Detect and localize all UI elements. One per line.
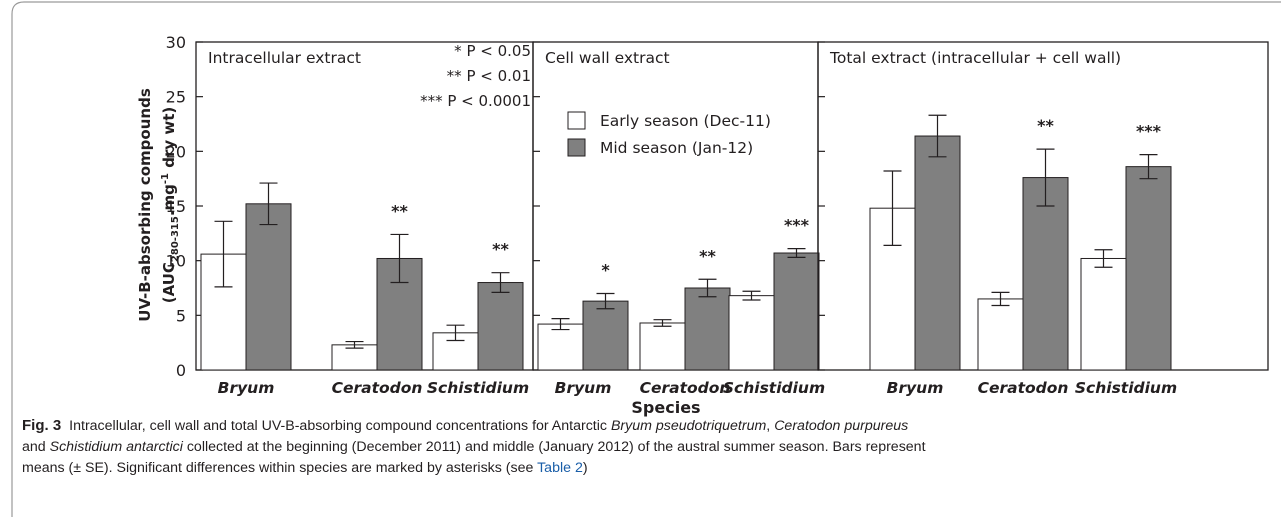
significance-mark: ** xyxy=(1037,116,1054,135)
caption-label: Fig. 3 xyxy=(22,417,62,434)
significance-mark: ** xyxy=(699,246,716,265)
bar xyxy=(477,282,524,371)
error-bar xyxy=(214,220,233,288)
error-bar xyxy=(742,290,761,301)
caption-text: collected at the beginning (December 201… xyxy=(182,439,926,455)
caption-text: , xyxy=(766,418,775,434)
y-tick-label: 30 xyxy=(166,33,186,52)
error-bar xyxy=(1139,154,1158,180)
error-bar xyxy=(928,114,947,158)
x-tick-label: Schistidium xyxy=(1075,379,1177,397)
caption-link[interactable]: Table 2 xyxy=(537,460,583,476)
y-tick-label: 10 xyxy=(166,252,186,271)
caption-species: Bryum pseudotriquetrum xyxy=(610,418,767,434)
caption: Fig. 3 Intracellular, cell wall and total… xyxy=(22,415,1272,479)
error-bar xyxy=(883,170,902,246)
x-tick-label: Bryum xyxy=(218,379,275,397)
panel-title: Intracellular extract xyxy=(208,49,361,67)
error-bar xyxy=(1036,148,1055,207)
y-tick-label: 25 xyxy=(166,88,186,107)
significance-mark: ** xyxy=(492,240,509,259)
error-bar xyxy=(698,278,717,298)
error-bar xyxy=(787,248,806,258)
x-tick-label: Ceratodon xyxy=(640,379,731,397)
y-axis-label: (AUC280-315.mg-1 dry wt) xyxy=(160,107,181,304)
bar xyxy=(537,323,584,371)
bar xyxy=(914,135,961,371)
significance-legend: *** P < 0.0001 xyxy=(420,92,531,110)
error-bar xyxy=(991,291,1010,307)
bar xyxy=(684,287,731,371)
caption-species: Schistidium antarctici xyxy=(49,439,183,455)
bar xyxy=(773,252,820,371)
error-bar xyxy=(551,318,570,331)
error-bar xyxy=(596,292,615,310)
caption-text: means (± SE). Significant differences wi… xyxy=(22,460,538,476)
caption-species: Ceratodon purpureus xyxy=(774,418,909,434)
x-tick-label: Schistidium xyxy=(427,379,529,397)
legend-swatch xyxy=(567,111,586,130)
significance-legend: * P < 0.05 xyxy=(454,42,531,60)
significance-legend: ** P < 0.01 xyxy=(447,67,531,85)
y-tick-label: 5 xyxy=(176,306,186,325)
legend-label: Mid season (Jan-12) xyxy=(600,139,753,157)
significance-mark: * xyxy=(601,260,610,279)
x-axis-label: Species xyxy=(631,398,700,417)
bar xyxy=(728,295,775,371)
significance-mark: ** xyxy=(391,201,408,220)
x-tick-label: Schistidium xyxy=(723,379,825,397)
figure-frame xyxy=(11,1,1281,517)
panel-title: Cell wall extract xyxy=(545,49,670,67)
y-label-sup: -1 xyxy=(160,173,171,184)
significance-mark: *** xyxy=(1136,122,1162,141)
x-tick-label: Bryum xyxy=(555,379,612,397)
error-bar xyxy=(491,272,510,293)
x-tick-label: Bryum xyxy=(887,379,944,397)
panel-title: Total extract (intracellular + cell wall… xyxy=(829,49,1121,67)
legend-swatch xyxy=(567,138,586,157)
legend-label: Early season (Dec-11) xyxy=(600,112,771,130)
caption-text: Intracellular, cell wall and total UV-B-… xyxy=(69,418,611,434)
error-bar xyxy=(1094,249,1113,268)
y-tick-label: 0 xyxy=(176,361,186,380)
caption-text: and xyxy=(22,439,50,455)
error-bar xyxy=(345,340,364,349)
error-bar xyxy=(653,319,672,327)
y-label-part: (AUC xyxy=(160,262,178,303)
bar xyxy=(1125,166,1172,371)
x-tick-label: Ceratodon xyxy=(332,379,423,397)
error-bar xyxy=(446,324,465,342)
bar xyxy=(977,298,1024,371)
x-tick-label: Ceratodon xyxy=(978,379,1069,397)
error-bar xyxy=(259,182,278,226)
bar xyxy=(1080,257,1127,371)
y-axis-label: UV-B-absorbing compounds xyxy=(136,88,154,322)
y-tick-label: 15 xyxy=(166,197,186,216)
caption-text: ) xyxy=(582,460,588,476)
bar xyxy=(245,203,292,371)
y-label-part: .mg xyxy=(160,184,178,216)
bar xyxy=(582,300,629,371)
error-bar xyxy=(390,233,409,284)
y-label-sub: 280-315 xyxy=(170,216,181,262)
y-label-part: dry wt) xyxy=(160,107,178,173)
bar xyxy=(639,322,686,371)
significance-mark: *** xyxy=(784,216,810,235)
y-tick-label: 20 xyxy=(166,142,186,161)
